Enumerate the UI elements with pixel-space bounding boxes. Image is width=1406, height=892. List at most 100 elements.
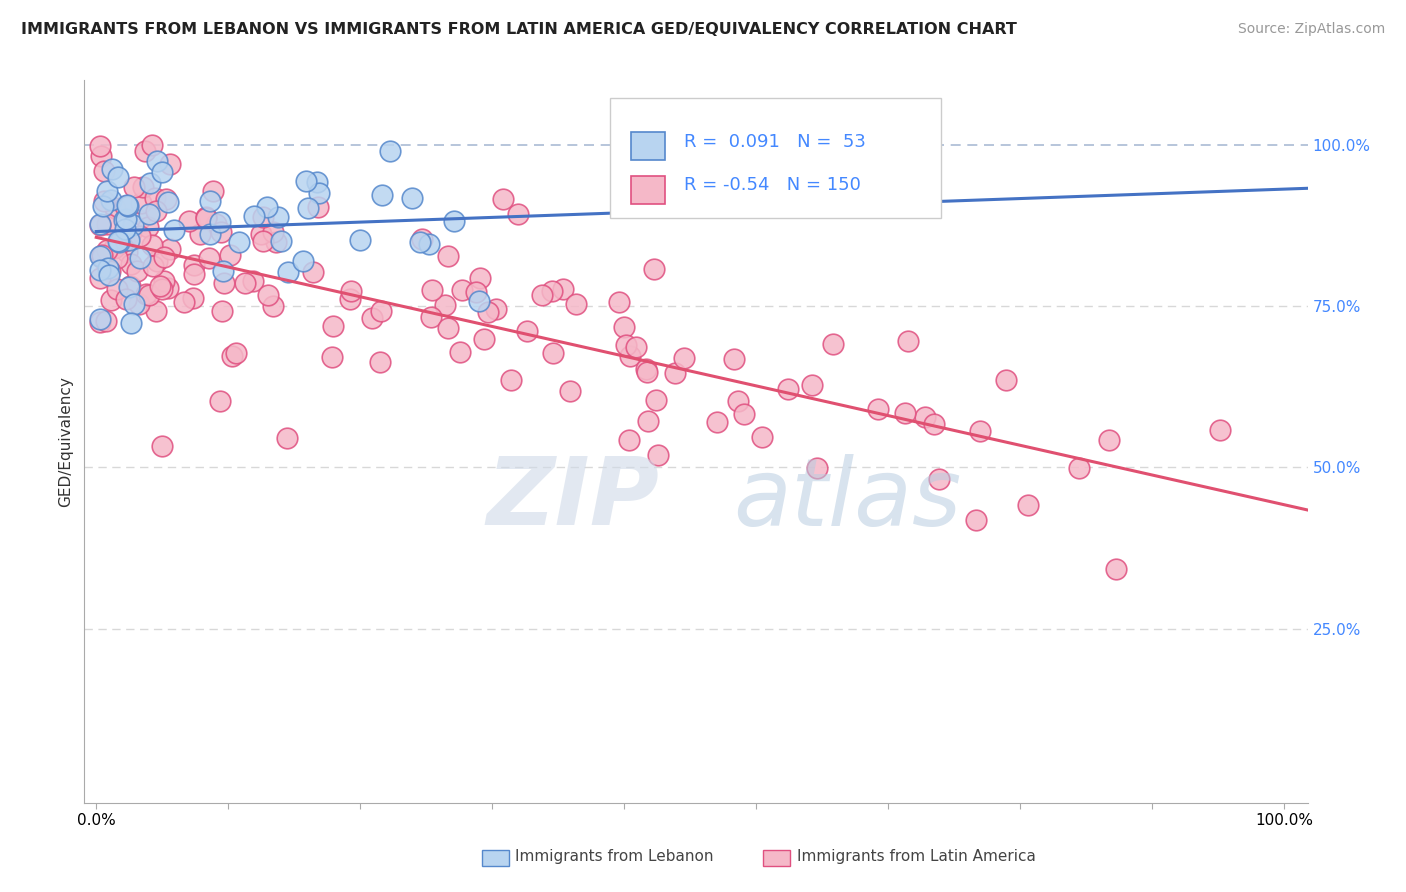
Point [153,274,176,288]
Point [436,321,458,335]
Point [449,344,471,359]
Point [252,211,274,225]
Point [636,365,658,379]
Point [643,261,665,276]
Point [928,472,950,486]
Point [122,218,145,232]
Point [295,174,318,188]
Point [464,285,486,299]
Point [112,213,135,227]
Point [706,415,728,429]
Point [201,184,224,198]
Point [626,340,648,354]
Text: R =  0.091   N =  53: R = 0.091 N = 53 [683,133,866,151]
Point [209,225,232,239]
Point [225,346,247,360]
Point [115,292,138,306]
Text: Source: ZipAtlas.com: Source: ZipAtlas.com [1237,22,1385,37]
Point [136,220,159,235]
Point [115,198,138,212]
Point [156,280,179,294]
Point [474,332,496,346]
Point [94,314,117,328]
Point [97,268,120,282]
Point [541,346,564,360]
FancyBboxPatch shape [482,850,509,865]
Point [208,215,231,229]
Point [408,235,430,249]
Point [607,295,630,310]
Point [266,210,288,224]
Point [501,373,523,387]
Point [868,402,890,417]
Point [96,217,118,231]
Point [1017,498,1039,512]
Point [360,310,382,325]
Point [434,298,457,312]
Point [93,164,115,178]
Point [727,393,749,408]
Point [100,293,122,308]
Point [614,338,637,352]
Point [262,225,284,239]
Point [1069,461,1091,475]
Point [115,245,138,260]
Point [1098,434,1121,448]
Point [183,258,205,272]
Point [98,264,121,278]
Point [276,431,298,445]
Point [723,351,745,366]
Point [104,201,127,215]
Point [120,225,142,239]
Point [673,351,696,365]
Point [90,251,112,265]
Point [411,231,433,245]
Point [418,237,440,252]
Point [90,149,112,163]
Text: Immigrants from Lebanon: Immigrants from Lebanon [515,849,713,864]
Point [89,262,111,277]
Point [806,460,828,475]
Point [150,439,173,453]
Point [101,161,124,176]
Point [134,144,156,158]
Point [150,165,173,179]
Point [118,279,141,293]
Point [420,310,443,324]
Point [146,254,169,268]
Point [107,169,129,184]
Point [141,137,163,152]
Point [128,296,150,310]
Point [152,250,174,264]
Point [470,271,492,285]
Point [664,367,686,381]
Point [114,222,136,236]
FancyBboxPatch shape [631,132,665,161]
Point [541,284,564,298]
Point [508,207,530,221]
Point [100,193,122,207]
Point [420,283,443,297]
Point [108,235,131,249]
Point [146,154,169,169]
FancyBboxPatch shape [631,176,665,204]
Point [127,263,149,277]
Point [1209,423,1232,437]
Point [91,199,114,213]
Point [89,270,111,285]
Point [894,406,917,420]
Point [212,263,235,277]
Point [994,373,1017,387]
Point [145,203,167,218]
Point [264,235,287,249]
Point [349,233,371,247]
Point [129,195,152,210]
Point [96,243,118,257]
Point [492,192,515,206]
Point [219,248,242,262]
Point [128,212,150,227]
Point [233,276,256,290]
Point [340,284,363,298]
Point [89,217,111,231]
Point [89,311,111,326]
